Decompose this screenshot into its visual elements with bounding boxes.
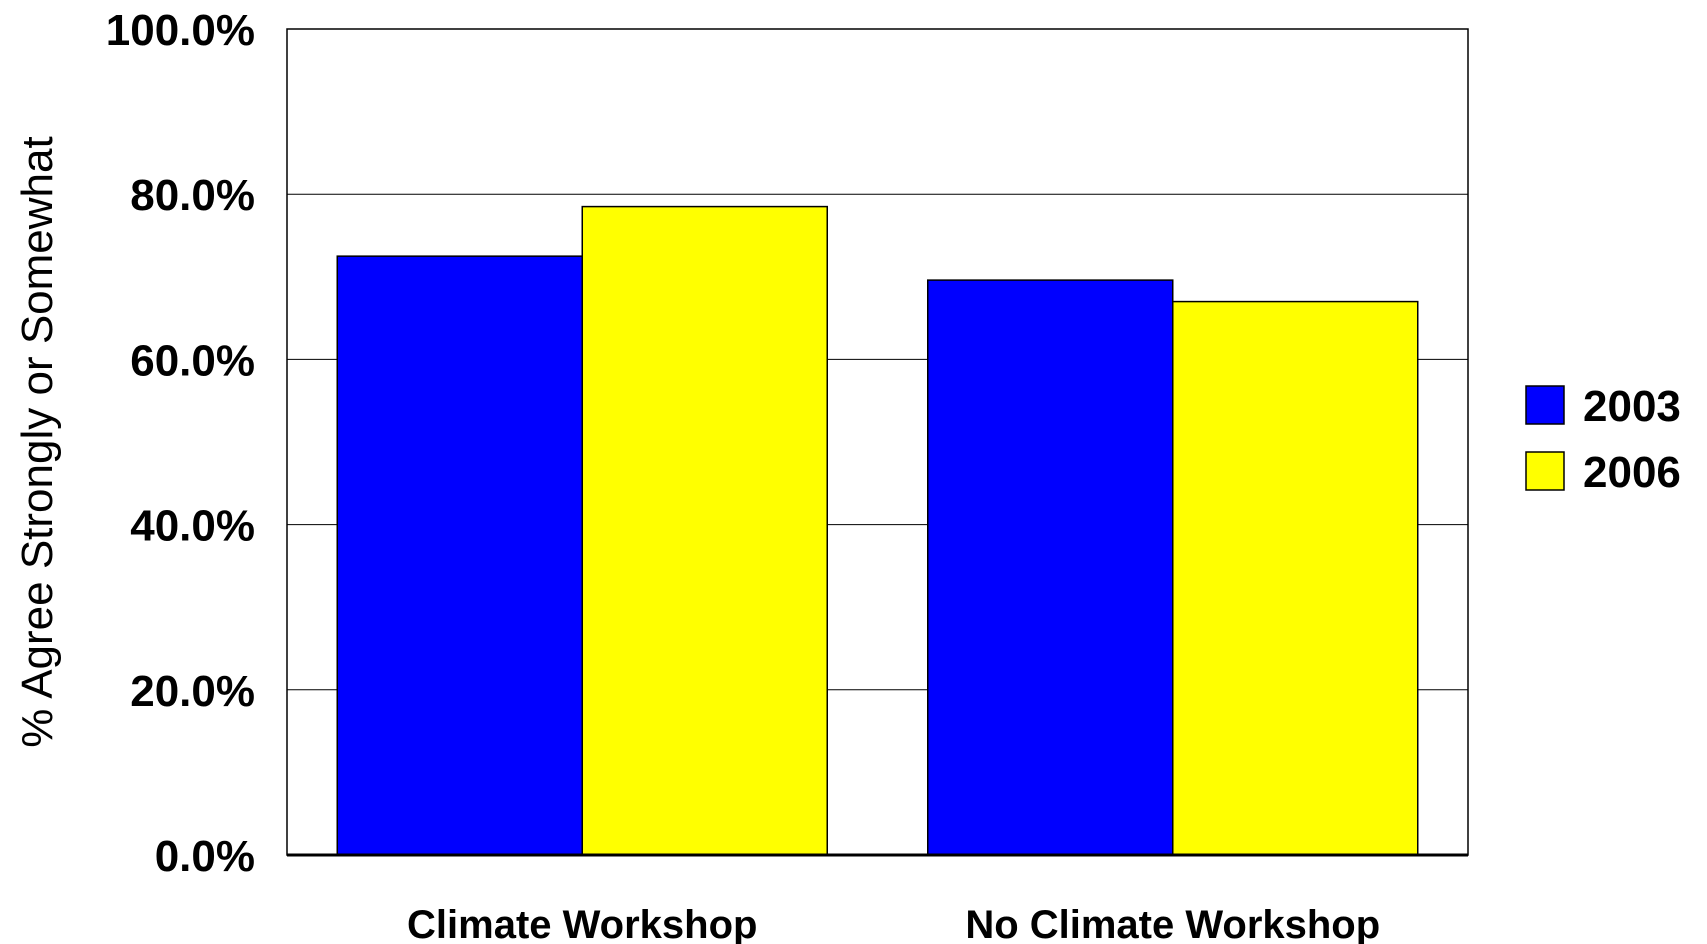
bar-2003-0 xyxy=(336,255,583,856)
y-tick-label: 100.0% xyxy=(106,6,255,55)
y-tick-labels: 0.0% 20.0% 40.0% 60.0% 80.0% 100.0% xyxy=(106,6,255,881)
y-tick-label: 40.0% xyxy=(130,502,255,551)
bars xyxy=(336,205,1419,856)
bar-2006-0 xyxy=(581,205,828,856)
bar-2006-1 xyxy=(1172,300,1419,856)
x-category-label: Climate Workshop xyxy=(407,903,757,944)
y-tick-label: 0.0% xyxy=(155,832,255,881)
x-category-label: No Climate Workshop xyxy=(965,903,1380,944)
legend-label-2003: 2003 xyxy=(1583,382,1681,431)
legend-swatch-2003 xyxy=(1525,385,1565,425)
bar-2003-1 xyxy=(927,279,1174,856)
y-tick-label: 60.0% xyxy=(130,336,255,385)
y-tick-label: 80.0% xyxy=(130,171,255,220)
legend-swatch-2006 xyxy=(1525,451,1565,491)
y-tick-label: 20.0% xyxy=(130,667,255,716)
legend: 2003 2006 xyxy=(1525,382,1681,497)
x-category-labels: Climate Workshop No Climate Workshop xyxy=(407,903,1380,944)
y-axis-title: % Agree Strongly or Somewhat xyxy=(13,136,62,747)
legend-label-2006: 2006 xyxy=(1583,448,1681,497)
